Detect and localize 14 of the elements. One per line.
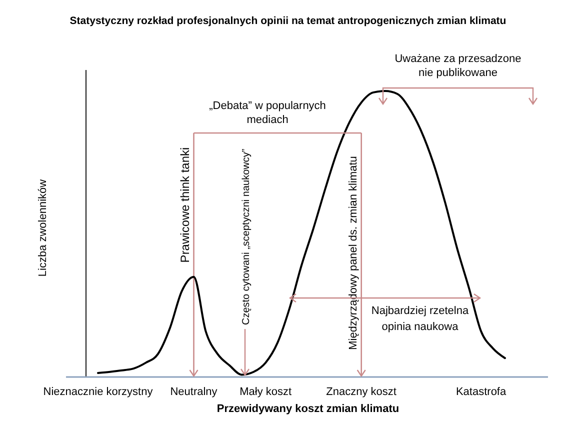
x-axis-title: Przewidywany koszt zmian klimatu xyxy=(216,403,400,415)
x-tick-label: Znaczny koszt xyxy=(326,386,396,398)
x-tick-label: Nieznacznie korzystny xyxy=(43,386,154,398)
annotation: Często cytowani „sceptyczni naukowcy” xyxy=(241,148,252,325)
text: Uważane za przesadzone nie publikowane xyxy=(394,53,522,79)
x-tick-label: Katastrofa xyxy=(456,386,507,398)
x-tick-label: Neutralny xyxy=(170,386,218,398)
x-tick-label: Mały koszt xyxy=(240,386,292,398)
ref-line-label: Międzyrządowy panel ds. zmian klimatu xyxy=(347,156,360,350)
ref-line-label: Prawicowe think tanki xyxy=(178,147,192,263)
chart-title: Statystyczny rozkład profesjonalnych opinii na temat antropogenicznych zmian klimatu xyxy=(70,15,506,27)
annotation: Najbardziej rzetelna opinia naukowa xyxy=(371,305,470,333)
y-axis-title: Liczba zwolenników xyxy=(37,179,49,277)
annotation: „Debata” w popularnych mediach xyxy=(209,100,326,126)
